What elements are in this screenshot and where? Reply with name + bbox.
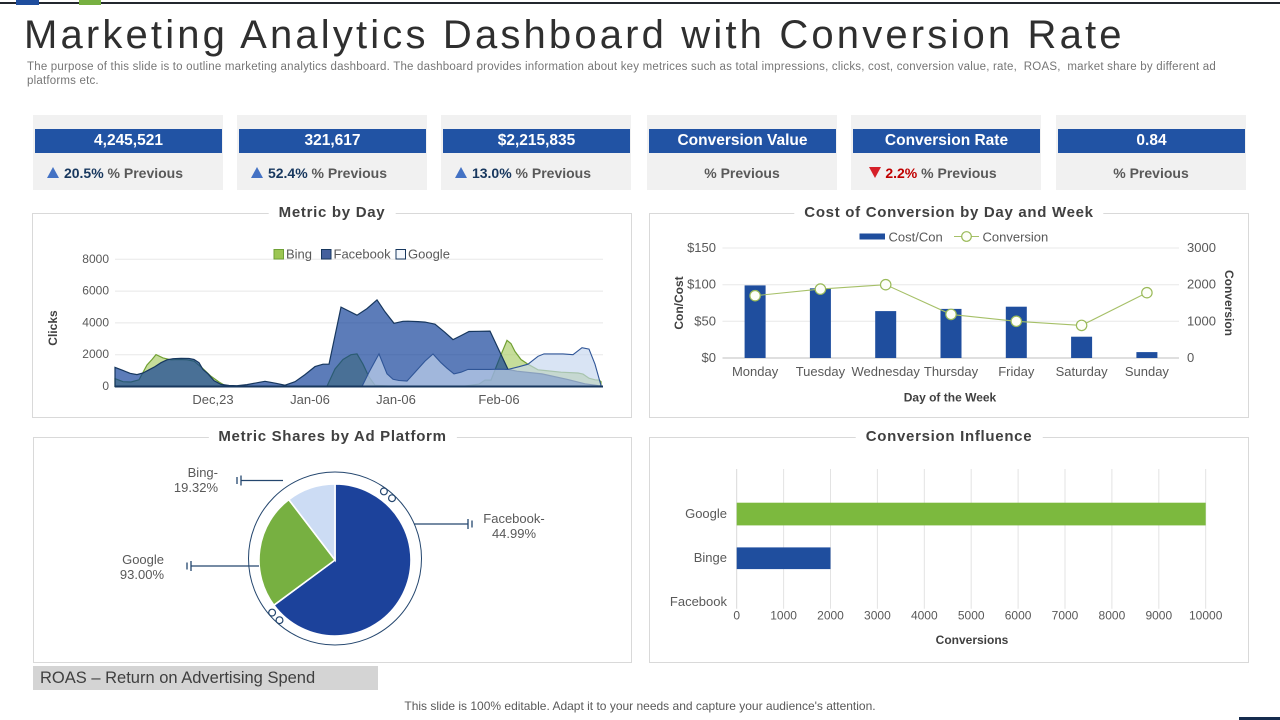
svg-text:2000: 2000	[82, 347, 109, 361]
svg-text:$100: $100	[687, 277, 716, 292]
svg-text:Wednesday: Wednesday	[851, 364, 920, 379]
svg-text:1000: 1000	[770, 609, 797, 623]
svg-text:Facebook: Facebook	[334, 247, 392, 262]
svg-text:Day of the Week: Day of the Week	[904, 391, 997, 405]
svg-text:0: 0	[1187, 350, 1194, 365]
svg-text:Google: Google	[122, 552, 164, 567]
svg-text:5000: 5000	[958, 609, 985, 623]
svg-text:4000: 4000	[82, 315, 109, 329]
svg-text:Dec,23: Dec,23	[192, 392, 233, 407]
svg-text:3000: 3000	[1187, 240, 1216, 255]
svg-text:Bing-: Bing-	[188, 465, 218, 480]
svg-text:4000: 4000	[911, 609, 938, 623]
svg-text:10000: 10000	[1189, 609, 1223, 623]
svg-text:Jan-06: Jan-06	[290, 392, 330, 407]
svg-text:Feb-06: Feb-06	[478, 392, 519, 407]
svg-text:$150: $150	[687, 240, 716, 255]
svg-text:Friday: Friday	[998, 364, 1035, 379]
svg-text:9000: 9000	[1145, 609, 1172, 623]
svg-text:Conversions: Conversions	[936, 633, 1009, 647]
svg-text:0: 0	[102, 379, 109, 393]
svg-text:Facebook: Facebook	[670, 594, 728, 609]
svg-text:2000: 2000	[1187, 277, 1216, 292]
svg-text:Jan-06: Jan-06	[376, 392, 416, 407]
svg-text:Thursday: Thursday	[924, 364, 979, 379]
svg-text:Facebook-: Facebook-	[483, 511, 544, 526]
svg-text:7000: 7000	[1052, 609, 1079, 623]
svg-text:Bing: Bing	[286, 247, 312, 262]
svg-text:Conversion: Conversion	[1222, 270, 1236, 336]
svg-text:19.32%: 19.32%	[174, 480, 219, 495]
svg-text:Clicks: Clicks	[46, 310, 60, 346]
svg-text:$50: $50	[694, 313, 716, 328]
svg-text:Cost/Con: Cost/Con	[889, 230, 943, 245]
svg-text:$0: $0	[702, 350, 716, 365]
svg-text:Con/Cost: Con/Cost	[672, 276, 686, 329]
svg-text:Conversion: Conversion	[983, 230, 1049, 245]
svg-text:Saturday: Saturday	[1056, 364, 1109, 379]
svg-text:8000: 8000	[1099, 609, 1126, 623]
svg-text:44.99%: 44.99%	[492, 526, 537, 541]
svg-text:2000: 2000	[817, 609, 844, 623]
svg-text:6000: 6000	[1005, 609, 1032, 623]
svg-text:3000: 3000	[864, 609, 891, 623]
svg-text:0: 0	[733, 609, 740, 623]
svg-text:Google: Google	[685, 506, 727, 521]
svg-text:Google: Google	[408, 247, 450, 262]
svg-text:6000: 6000	[82, 284, 109, 298]
svg-text:Sunday: Sunday	[1125, 364, 1170, 379]
svg-text:93.00%: 93.00%	[120, 567, 165, 582]
svg-text:8000: 8000	[82, 252, 109, 266]
svg-text:Tuesday: Tuesday	[796, 364, 846, 379]
svg-text:Monday: Monday	[732, 364, 779, 379]
svg-text:Binge: Binge	[694, 550, 727, 565]
svg-text:1000: 1000	[1187, 313, 1216, 328]
